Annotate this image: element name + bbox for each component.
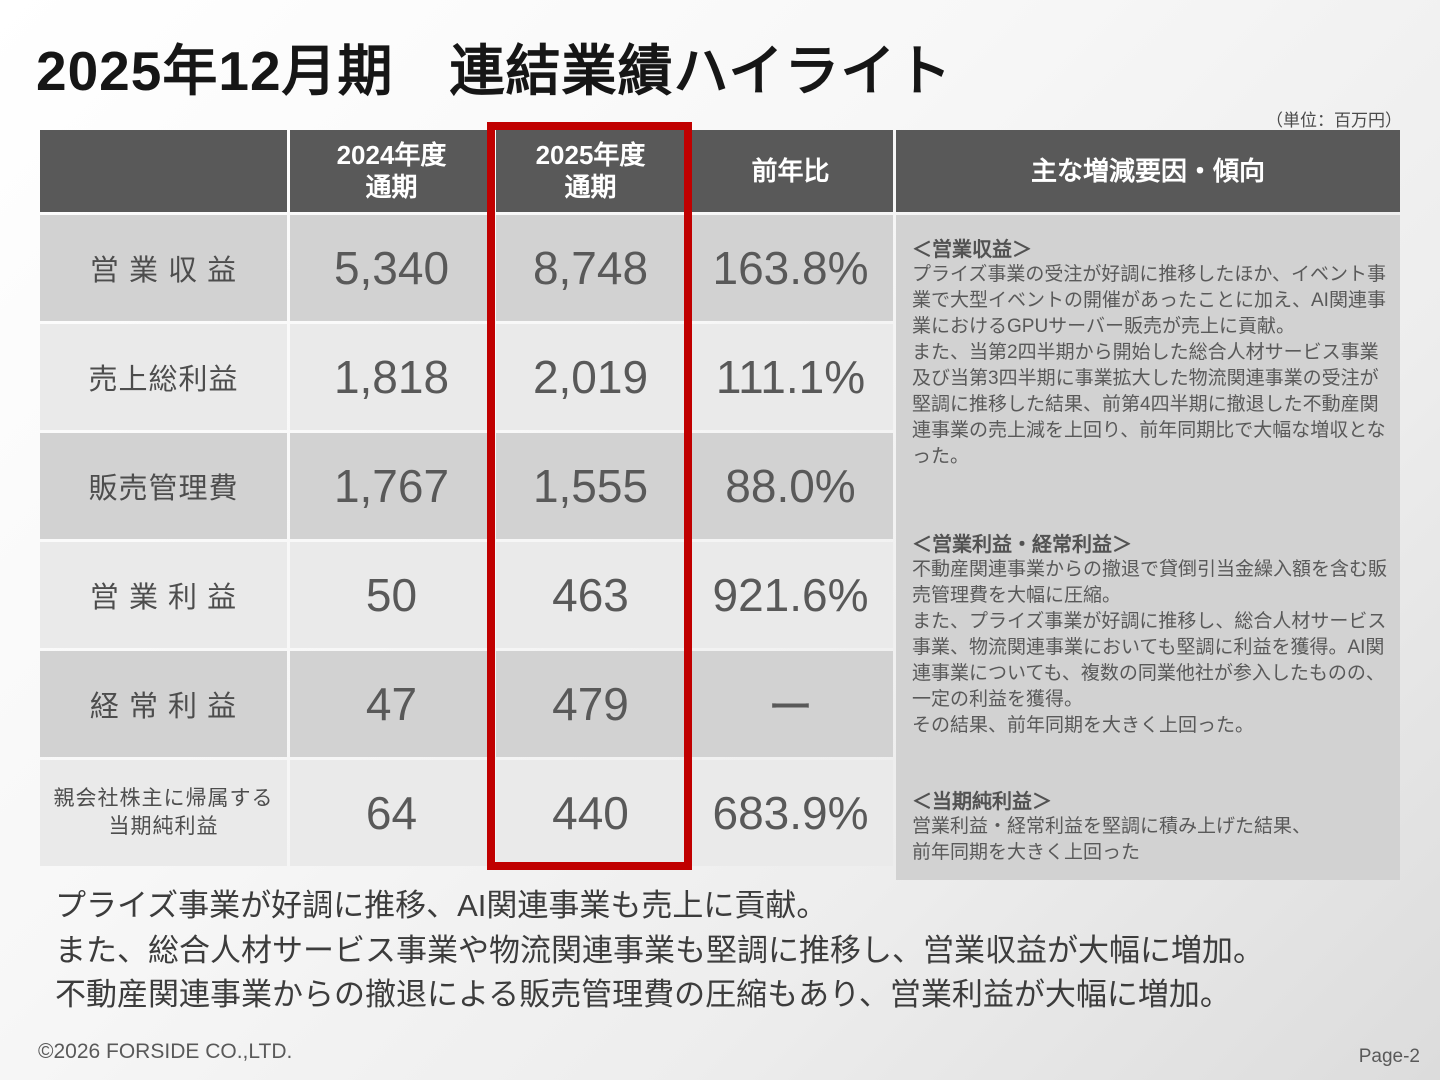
factor-section-operating-revenue: ＜営業収益＞ プライズ事業の受注が好調に推移したほか、イベント事業で大型イベント… [912,233,1388,470]
page-title: 2025年12月期 連結業績ハイライト [36,40,953,102]
value-gross-profit-fy2024: 1,818 [290,324,493,430]
summary-line-2: また、総合人材サービス事業や物流関連事業も堅調に推移し、営業収益が大幅に増加。 [55,932,1264,968]
value-sga-expenses-yoy: 88.0% [688,433,893,539]
value-operating-profit-fy2024: 50 [290,542,493,648]
factor-heading-profit: ＜営業利益・経常利益＞ [912,534,1132,557]
row-label-operating-revenue: 営 業 収 益 [40,215,287,321]
factors-panel: ＜営業収益＞ プライズ事業の受注が好調に推移したほか、イベント事業で大型イベント… [896,215,1400,881]
summary-block: プライズ事業が好調に推移、AI関連事業も売上に貢献。 また、総合人材サービス事業… [55,884,1264,1018]
row-label-gross-profit: 売上総利益 [40,324,287,430]
table-header-fy2025: 2025年度 通期 [496,130,685,212]
performance-table: 2024年度 通期 2025年度 通期 前年比 主な増減要因・傾向 営 業 収 … [40,130,1400,881]
factor-body-operating-revenue: プライズ事業の受注が好調に推移したほか、イベント事業で大型イベントの開催があった… [912,264,1387,468]
unit-note: （単位：百万円） [1266,111,1402,130]
factor-section-net-income: ＜当期純利益＞ 営業利益・経常利益を堅調に積み上げた結果、 前年同期を大きく上回… [912,785,1388,866]
copyright-text: ©2026 FORSIDE CO.,LTD. [38,1040,293,1063]
value-operating-profit-fy2025: 463 [496,542,685,648]
value-ordinary-profit-fy2024: 47 [290,651,493,757]
factor-heading-net-income: ＜当期純利益＞ [912,791,1052,814]
page-number: Page-2 [1358,1046,1420,1067]
summary-line-1: プライズ事業が好調に推移、AI関連事業も売上に貢献。 [55,888,828,923]
row-label-net-income: 親会社株主に帰属する 当期純利益 [40,760,287,866]
factor-body-profit: 不動産関連事業からの撤退で貸倒引当金繰入額を含む販売管理費を大幅に圧縮。 また、… [912,559,1388,737]
factor-heading-operating-revenue: ＜営業収益＞ [912,239,1032,261]
table-header-blank [40,130,287,212]
row-label-operating-profit: 営 業 利 益 [40,542,287,648]
table-header-yoy: 前年比 [688,130,893,212]
row-label-ordinary-profit: 経 常 利 益 [40,651,287,757]
value-net-income-fy2025: 440 [496,760,685,866]
value-sga-expenses-fy2025: 1,555 [496,433,685,539]
value-operating-revenue-fy2025: 8,748 [496,215,685,321]
summary-line-3: 不動産関連事業からの撤退による販売管理費の圧縮もあり、営業利益が大幅に増加。 [55,977,1231,1013]
value-gross-profit-fy2025: 2,019 [496,324,685,430]
value-net-income-yoy: 683.9% [688,760,893,866]
value-ordinary-profit-fy2025: 479 [496,651,685,757]
value-ordinary-profit-yoy: ー [688,651,893,757]
value-gross-profit-yoy: 111.1% [688,324,893,430]
factor-body-net-income: 営業利益・経常利益を堅調に積み上げた結果、 前年同期を大きく上回った [912,816,1312,864]
value-operating-profit-yoy: 921.6% [688,542,893,648]
table-header-factors: 主な増減要因・傾向 [896,130,1400,212]
factor-section-profit: ＜営業利益・経常利益＞ 不動産関連事業からの撤退で貸倒引当金繰入額を含む販売管理… [912,528,1388,739]
value-sga-expenses-fy2024: 1,767 [290,433,493,539]
value-net-income-fy2024: 64 [290,760,493,866]
row-label-sga-expenses: 販売管理費 [40,433,287,539]
value-operating-revenue-fy2024: 5,340 [290,215,493,321]
value-operating-revenue-yoy: 163.8% [688,215,893,321]
table-header-fy2024: 2024年度 通期 [290,130,493,212]
